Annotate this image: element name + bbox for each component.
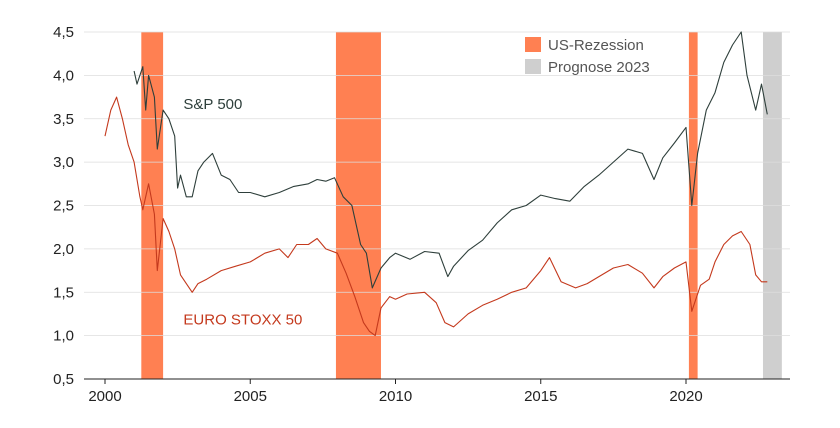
y-tick-label: 1,5 (53, 284, 74, 301)
y-tick-label: 1,0 (53, 328, 74, 345)
x-axis: 2000 2005 2010 2015 2020 (88, 379, 703, 405)
y-tick-label: 4,5 (53, 24, 74, 41)
legend: US-Rezession Prognose 2023 (525, 37, 650, 76)
series-lines (104, 31, 768, 337)
y-tick-label: 4,0 (53, 67, 74, 84)
y-axis: 0,5 1,0 1,5 2,0 2,5 3,0 3,5 4,0 4,5 (53, 24, 74, 388)
legend-label-recession: US-Rezession (548, 37, 644, 54)
legend-swatch-recession (525, 37, 541, 52)
y-tick-label: 3,0 (53, 154, 74, 171)
sp500-line (133, 31, 768, 289)
x-tick-label: 2015 (524, 388, 557, 405)
y-tick-label: 3,5 (53, 111, 74, 128)
series-labels: S&P 500 EURO STOXX 50 (183, 96, 302, 328)
x-tick-label: 2005 (234, 388, 267, 405)
legend-swatch-forecast (525, 59, 541, 74)
x-tick-label: 2010 (379, 388, 412, 405)
gridlines (84, 31, 790, 380)
x-tick-label: 2000 (88, 388, 121, 405)
y-tick-label: 2,0 (53, 241, 74, 258)
sp500-label: S&P 500 (183, 96, 242, 113)
y-tick-label: 0,5 (53, 371, 74, 388)
x-tick-label: 2020 (669, 388, 702, 405)
eurostoxx50-label: EURO STOXX 50 (183, 311, 302, 328)
legend-label-forecast: Prognose 2023 (548, 59, 650, 76)
y-tick-label: 2,5 (53, 198, 74, 215)
eurostoxx50-line (104, 96, 768, 337)
